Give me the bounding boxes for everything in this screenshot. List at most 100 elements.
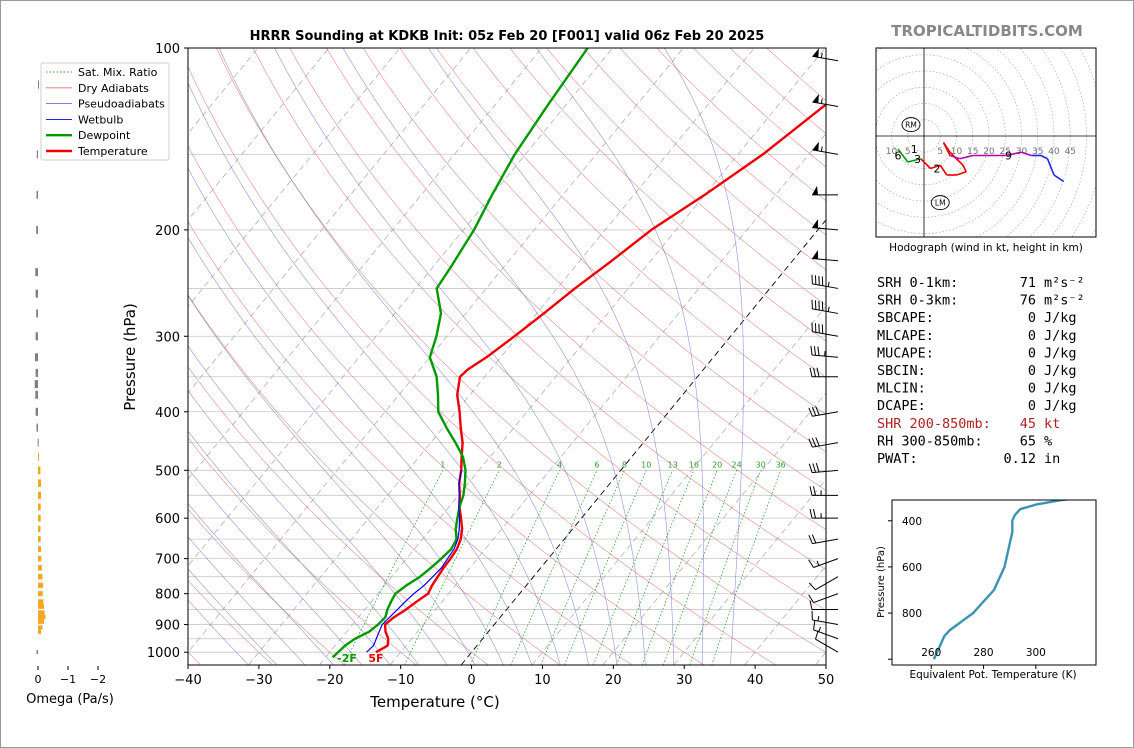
- stat-unit: J/kg: [1044, 363, 1077, 379]
- isotherm-line: [188, 48, 684, 653]
- barb-staff: [812, 538, 839, 545]
- barb-flag: [813, 367, 816, 377]
- legend-label: Dry Adiabats: [78, 82, 149, 95]
- hodo-ring-label: 25: [1000, 147, 1011, 157]
- isotherm-line: [531, 305, 826, 665]
- barb-flag: [812, 463, 817, 473]
- omega-bar: [36, 309, 38, 318]
- hodograph-caption: Hodograph (wind in kt, height in km): [889, 242, 1083, 254]
- barb-flag: [808, 463, 813, 473]
- barb-flag: [808, 594, 814, 603]
- theta-y-tick-label: 400: [902, 516, 922, 528]
- pseudoadiabat: [188, 345, 448, 665]
- mixing-ratio-line: [689, 470, 762, 665]
- wind-barb: [813, 620, 839, 640]
- barb-flag: [817, 346, 820, 356]
- barb-flag: [808, 582, 816, 591]
- barb-staff: [812, 331, 839, 337]
- isotherm-line: [460, 219, 826, 665]
- main-series: [331, 48, 826, 659]
- y-axis-label: Pressure (hPa): [121, 303, 139, 411]
- storm-motion-marker: [930, 195, 950, 211]
- barb-staff: [815, 576, 839, 591]
- omega-bar: [38, 599, 44, 605]
- hodo-segment: [956, 170, 967, 176]
- omega-bar: [38, 80, 39, 89]
- x-tick-label: −30: [245, 673, 272, 688]
- mixing-ratio-label: 8: [622, 460, 627, 469]
- barb-flag: [813, 620, 816, 630]
- omega-bar: [35, 289, 38, 298]
- wind-barb: [812, 219, 839, 231]
- barb-flag: [813, 346, 817, 356]
- storm-motion-marker: [901, 117, 921, 133]
- mixing-ratio-line: [564, 470, 647, 665]
- barb-flag: [815, 437, 820, 447]
- wind-barb: [809, 600, 838, 611]
- stat-unit: J/kg: [1044, 328, 1077, 344]
- theta-y-tick-label: 600: [902, 562, 922, 574]
- barb-pennant: [812, 48, 819, 58]
- pseudoadiabat: [188, 236, 504, 665]
- wind-barb: [815, 630, 839, 653]
- dry-adiabat: [188, 508, 345, 665]
- barb-pennant: [812, 249, 819, 260]
- hodo-segment: [920, 158, 932, 170]
- hodo-segment: [1005, 151, 1022, 157]
- pseudoadiabat: [188, 295, 476, 665]
- legend-box: [40, 62, 170, 161]
- omega-bar: [36, 150, 38, 159]
- stat-label: SRH 0-1km:: [877, 275, 958, 291]
- mixing-ratio-label: 6: [594, 460, 599, 469]
- mixing-ratio-label: 10: [641, 460, 651, 469]
- pseudoadiabat: [188, 82, 561, 665]
- theta-x-tick-label: 260: [921, 647, 941, 659]
- pseudoadiabat: [188, 430, 391, 665]
- legend: Sat. Mix. Ratio Dry Adiabats Pseudoadiabat…: [40, 62, 170, 161]
- barb-flag: [809, 486, 813, 496]
- mixing-ratio-line: [343, 470, 444, 665]
- barb-flag: [808, 559, 814, 568]
- hodo-segment: [942, 142, 951, 156]
- pseudoadiabat: [664, 48, 744, 665]
- theta-e-ylabel: Pressure (hPa): [876, 546, 887, 618]
- legend-label: Temperature: [77, 145, 148, 158]
- stat-value: 0: [1028, 345, 1036, 361]
- wind-barb: [808, 406, 839, 417]
- omega-tick-label: −1: [60, 673, 76, 686]
- barb-flag: [808, 534, 813, 544]
- legend-label: Pseudoadiabats: [78, 98, 165, 111]
- mixing-ratio-label: 30: [756, 460, 766, 469]
- wind-barb: [808, 593, 839, 604]
- mixing-ratio-line: [540, 470, 625, 665]
- legend-label: Dewpoint: [78, 129, 131, 142]
- hodo-height-label: 1: [911, 143, 918, 156]
- pseudoadiabat: [188, 599, 249, 665]
- x-tick-label: 20: [605, 673, 622, 688]
- mixing-ratio-label: 36: [776, 460, 786, 469]
- omega-bar: [38, 536, 41, 543]
- theta-e-panel: 260 280 300 400 600 800: [888, 500, 1073, 669]
- wetbulb-line: [366, 470, 462, 653]
- wind-barb: [811, 299, 839, 314]
- pseudoadiabat: [342, 48, 646, 665]
- omega-bar: [38, 610, 45, 615]
- wind-barb: [809, 509, 838, 519]
- pseudoadiabat: [188, 167, 533, 665]
- stat-unit: %: [1044, 433, 1052, 449]
- stat-value: 0: [1028, 328, 1036, 344]
- omega-bar: [38, 452, 39, 461]
- y-tick-label: 300: [155, 330, 180, 345]
- hodo-ring-label: 10: [951, 147, 963, 157]
- hodo-ring-label: 45: [1065, 147, 1076, 157]
- barb-flag: [815, 463, 820, 473]
- omega-bar: [38, 629, 41, 634]
- stat-value: 71: [1020, 275, 1036, 291]
- barb-staff: [812, 411, 839, 417]
- storm-motion-label: LM: [935, 199, 946, 208]
- omega-bar: [36, 650, 38, 655]
- hodo-ring-label: 5: [905, 147, 911, 157]
- y-tick-label: 800: [155, 588, 180, 603]
- mixing-ratio-line: [662, 470, 737, 665]
- stat-value: 65: [1020, 433, 1036, 449]
